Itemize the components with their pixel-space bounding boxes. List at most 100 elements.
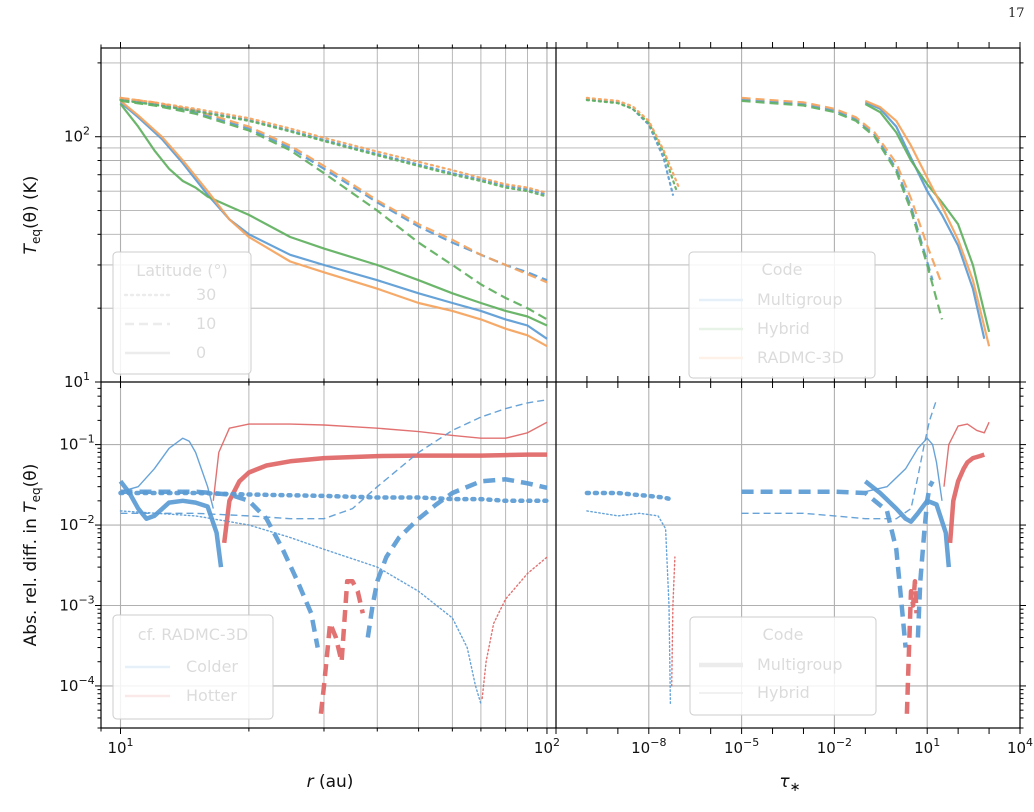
series-line-radmc-3d-lat30-orange (119, 96, 549, 194)
ylabel-subscript: eq (29, 487, 43, 502)
tick-label-y: 10−1 (59, 433, 94, 454)
legend-code-box (688, 251, 876, 379)
series-line-multigroup-lat0-red (947, 452, 986, 544)
series-line-multigroup-lat10-blue (365, 477, 548, 638)
tick-label-y: 101 (64, 370, 90, 391)
tick-label-x-exponent: −5 (743, 736, 759, 749)
series-line-multigroup-lat10-blue (741, 489, 908, 648)
series-line-radmc-3d-lat30-orange (585, 96, 681, 191)
series-line-hybrid-lat0-green (864, 103, 991, 333)
ylabel-rest: (θ) (21, 464, 41, 488)
tick-label-y-exponent: −3 (78, 593, 94, 606)
ylabel-text: Abs. rel. diff. in Teq(θ) (21, 464, 43, 647)
tick-label-x-exponent: 2 (553, 736, 560, 749)
tick-label-y-base: 10 (64, 128, 83, 146)
tick-label-x-base: 10 (631, 739, 650, 757)
curves-top-left (119, 96, 549, 348)
tick-label-x: 101 (914, 736, 940, 757)
series-line-multigroup-lat10-red (318, 579, 365, 715)
tick-label-y-exponent: 1 (83, 370, 90, 383)
curves-top-right (585, 96, 991, 347)
series-line-hybrid-lat0-red (212, 421, 548, 501)
series-line-hybrid-lat30-blue (586, 510, 672, 705)
series-line-hybrid-lat30-green (585, 98, 678, 193)
tick-label-x-exponent: −2 (836, 736, 852, 749)
series-line-multigroup-lat10-red (904, 579, 919, 714)
series-line-multigroup-lat10-blue (741, 98, 934, 281)
tick-label-y-base: 10 (59, 436, 78, 454)
xlabel-unit: (au) (314, 772, 354, 792)
labels-layer: Teq(θ) (K)Abs. rel. diff. in Teq(θ)r (au… (21, 176, 801, 795)
series-line-multigroup-lat0-blue (119, 101, 548, 340)
series-line-multigroup-lat10-blue (915, 480, 935, 638)
tick-label-y-base: 10 (59, 677, 78, 695)
series-line-hybrid-lat30-green (119, 98, 549, 198)
tick-label-x-base: 10 (724, 739, 743, 757)
series-line-multigroup-lat0-red (221, 452, 547, 544)
ylabel-symbol: T (21, 501, 41, 513)
tick-label-x-exponent: 4 (1026, 736, 1033, 749)
tick-label-x: 104 (1007, 736, 1033, 757)
legend-latitude-box (112, 251, 252, 375)
ylabel-symbol: T (21, 242, 41, 254)
tick-label-x-base: 10 (107, 739, 126, 757)
series-line-hybrid-lat10-blue (741, 399, 938, 520)
series-line-hybrid-lat0-blue (865, 437, 943, 501)
series-line-hybrid-lat30-blue (119, 510, 482, 705)
xlabel-radius: r (au) (307, 772, 354, 792)
ylabel-prefix: Abs. rel. diff. in (21, 513, 41, 647)
series-line-multigroup-lat0-blue (863, 479, 952, 568)
series-line-hybrid-lat10-green (741, 99, 944, 320)
tick-label-x-base: 10 (1007, 739, 1026, 757)
ylabel-subscript: eq (29, 229, 43, 244)
xlabel-symbol: τ (779, 772, 790, 792)
ticks-bottom-right: 10−8 10−5 10−2 101 104 (555, 376, 1033, 757)
tick-label-y-exponent: −4 (78, 674, 94, 687)
xlabel-subscript: ∗ (790, 780, 801, 795)
series-line-radmc-3d-lat0-orange (119, 100, 548, 348)
ylabel-reldiff: Abs. rel. diff. in Teq(θ) (21, 464, 43, 647)
tick-label-x: 101 (107, 736, 133, 757)
tick-label-x-exponent: −8 (650, 736, 666, 749)
legends-layer: Latitude (°)30100CodeMultigroupHybridRAD… (112, 251, 877, 720)
tick-label-x: 102 (534, 736, 560, 757)
tick-label-y: 10−3 (59, 593, 94, 614)
series-line-multigroup-lat0-blue (864, 101, 986, 340)
series-line-hybrid-lat10-blue (120, 399, 548, 520)
page-number: 17 (1008, 6, 1025, 21)
series-line-hybrid-lat0-red (943, 421, 990, 487)
series-line-hybrid-lat30-red (481, 556, 548, 700)
ticks-top-right (555, 42, 1026, 388)
tick-label-y-base: 10 (64, 373, 83, 391)
ylabel-temperature: Teq(θ) (K) (21, 176, 43, 255)
series-line-multigroup-lat30-blue (584, 490, 673, 502)
tick-label-y: 10−2 (59, 513, 94, 534)
tick-label-x: 10−8 (631, 736, 666, 757)
curves-layer (118, 96, 991, 715)
series-line-multigroup-lat30-blue (118, 490, 550, 504)
tick-label-x-exponent: 1 (933, 736, 940, 749)
ylabel-rest: (θ) (K) (21, 176, 41, 229)
series-line-multigroup-lat0-blue (118, 479, 224, 568)
series-line-hybrid-lat0-green (119, 103, 548, 327)
series-line-hybrid-lat0-blue (120, 437, 214, 509)
tick-label-x-base: 10 (534, 739, 553, 757)
series-line-multigroup-lat30-blue (585, 98, 675, 196)
series-line-radmc-3d-lat0-orange (864, 99, 991, 347)
tick-label-y-base: 10 (59, 516, 78, 534)
tick-label-x-base: 10 (817, 739, 836, 757)
ylabel-text: Teq(θ) (K) (21, 176, 43, 255)
tick-label-y-exponent: −2 (78, 513, 94, 526)
legend-code-width-box (689, 616, 877, 716)
series-line-hybrid-lat30-red (671, 556, 676, 687)
series-line-multigroup-lat30-blue (119, 98, 549, 196)
tick-label-y: 10−4 (59, 674, 94, 695)
series-line-radmc-3d-lat10-orange (120, 96, 548, 284)
tick-label-x-exponent: 1 (127, 736, 134, 749)
xlabel-optical-depth: τ∗ (779, 772, 800, 795)
tick-label-x-base: 10 (914, 739, 933, 757)
